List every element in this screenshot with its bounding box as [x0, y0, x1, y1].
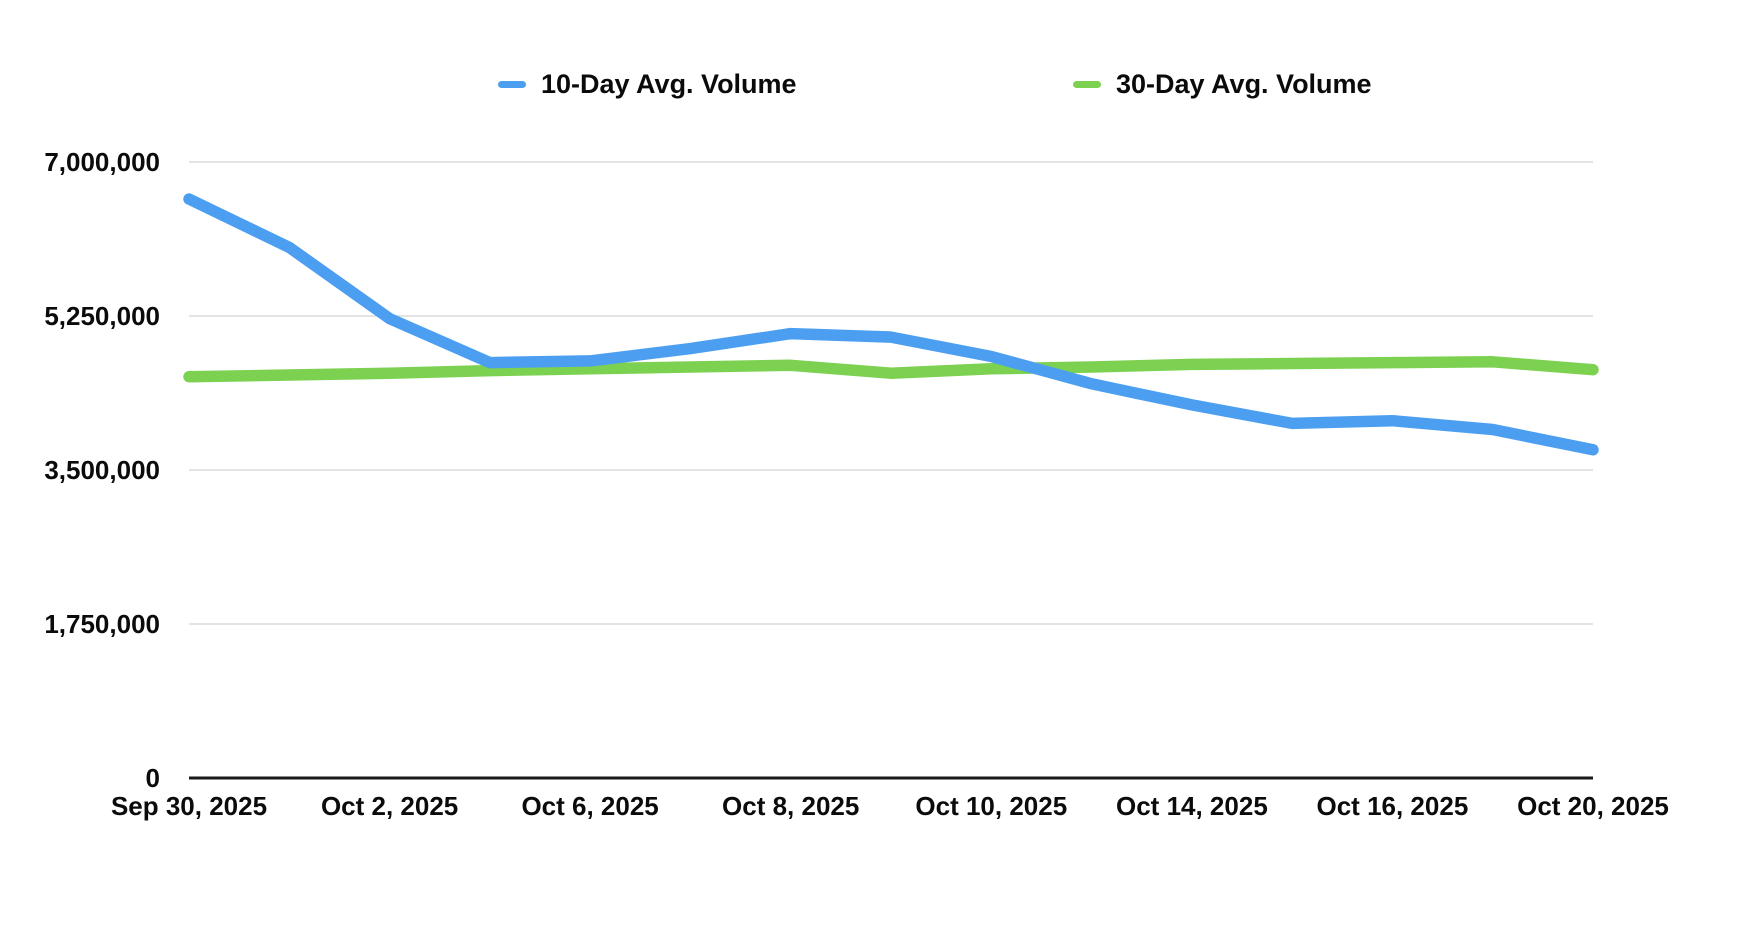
x-axis-tick-label: Oct 20, 2025: [1517, 791, 1669, 821]
legend-label-10-day: 10-Day Avg. Volume: [541, 68, 797, 99]
y-axis-tick-label: 1,750,000: [44, 609, 160, 639]
y-axis-tick-label: 5,250,000: [44, 301, 160, 331]
legend-dash-icon-30-day: [1073, 80, 1101, 88]
series-line-10-day-avg-volume: [183, 193, 1599, 456]
y-axis-tick-label: 3,500,000: [44, 455, 160, 485]
y-axis-tick-label: 7,000,000: [44, 147, 160, 177]
x-axis-tick-label: Oct 10, 2025: [915, 791, 1067, 821]
legend-item-30-day-avg-volume[interactable]: 30-Day Avg. Volume: [1073, 66, 1372, 102]
series-line-30-day-avg-volume: [183, 356, 1599, 383]
x-axis-tick-label: Sep 30, 2025: [111, 791, 267, 821]
legend-dash-icon-10-day: [498, 80, 526, 88]
y-axis-tick-label: 0: [146, 763, 160, 793]
x-axis-tick-label: Oct 2, 2025: [321, 791, 458, 821]
x-axis-tick-label: Oct 14, 2025: [1116, 791, 1268, 821]
chart-legend: 10-Day Avg. Volume 30-Day Avg. Volume: [0, 0, 1760, 110]
x-axis-tick-label: Oct 6, 2025: [521, 791, 658, 821]
legend-item-10-day-avg-volume[interactable]: 10-Day Avg. Volume: [498, 66, 797, 102]
x-axis-tick-label: Oct 16, 2025: [1317, 791, 1469, 821]
legend-label-30-day: 30-Day Avg. Volume: [1116, 68, 1372, 99]
x-axis-tick-label: Oct 8, 2025: [722, 791, 859, 821]
